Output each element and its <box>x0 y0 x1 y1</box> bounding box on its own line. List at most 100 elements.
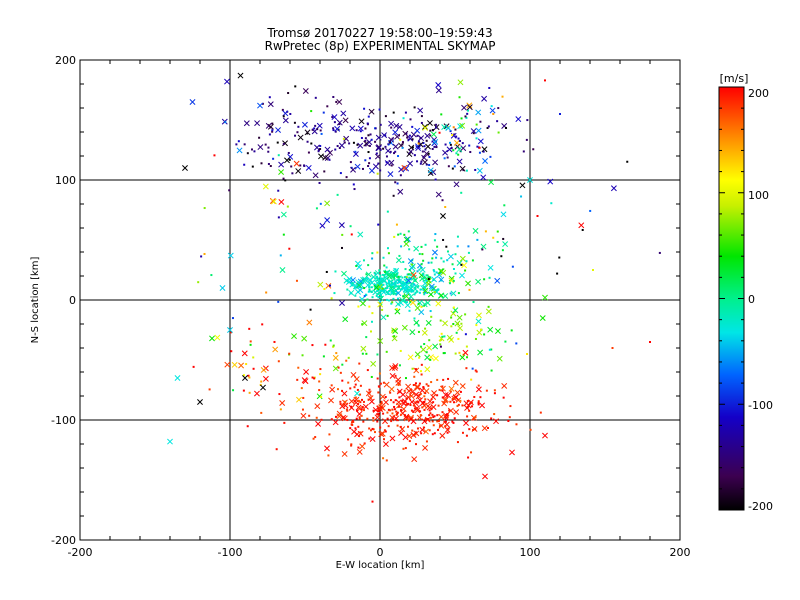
data-point-dot <box>458 139 461 142</box>
data-point-dot <box>287 92 290 95</box>
data-point-x <box>401 398 408 405</box>
data-point-x <box>459 255 466 262</box>
data-point-dot <box>414 291 417 294</box>
data-point-dot <box>376 275 379 278</box>
data-point-dot <box>315 207 318 210</box>
data-point-dot <box>454 253 457 256</box>
data-point-dot <box>350 444 353 447</box>
data-point-x <box>338 222 345 229</box>
data-point-x <box>422 444 429 451</box>
data-point-dot <box>444 425 447 428</box>
data-point-dot <box>426 418 429 421</box>
data-point-dot <box>409 300 412 303</box>
data-point-dot <box>441 199 444 202</box>
x-tick-label: 0 <box>377 546 384 559</box>
data-point-dot <box>378 372 381 375</box>
data-point-x <box>231 361 238 368</box>
data-point-dot <box>441 411 444 414</box>
data-point-dot <box>378 410 381 413</box>
data-point-dot <box>332 95 335 98</box>
data-point-dot <box>493 392 496 395</box>
data-point-dot <box>465 260 468 263</box>
data-point-dot <box>505 126 508 129</box>
data-point-dot <box>384 287 387 290</box>
colorbar-ticks <box>719 86 744 511</box>
data-point-x <box>336 119 343 126</box>
data-point-dot <box>334 415 337 418</box>
data-point-dot <box>450 316 453 319</box>
data-point-dot <box>334 148 337 151</box>
data-point-x <box>357 278 364 285</box>
data-point-dot <box>394 274 397 277</box>
data-point-dot <box>398 278 401 281</box>
data-point-x <box>432 343 439 350</box>
data-point-dot <box>261 323 264 326</box>
plot-area <box>79 59 681 541</box>
data-point-dot <box>371 252 374 255</box>
data-point-dot <box>330 297 333 300</box>
data-point-dot <box>362 259 365 262</box>
data-point-dot <box>432 424 435 427</box>
x-axis-label: E-W location [km] <box>336 560 425 571</box>
data-point-x <box>439 432 446 439</box>
data-point-x <box>475 127 482 134</box>
data-point-dot <box>393 235 396 238</box>
data-point-x <box>427 291 434 298</box>
data-point-x <box>426 120 433 126</box>
data-point-dot <box>404 111 407 114</box>
data-point-dot <box>237 140 240 143</box>
data-point-x <box>305 164 312 171</box>
data-point-dot <box>433 239 436 242</box>
data-point-x <box>278 169 285 176</box>
data-point-dot <box>479 396 482 399</box>
data-point-dot <box>327 454 330 457</box>
data-point-dot <box>407 138 410 141</box>
data-point-dot <box>452 279 455 282</box>
data-point-dot <box>350 233 353 236</box>
data-point-x <box>409 329 416 336</box>
data-point-x <box>348 404 355 411</box>
data-point-dot <box>476 238 479 241</box>
data-point-dot <box>434 178 437 181</box>
data-point-dot <box>459 390 462 393</box>
data-point-dot <box>363 107 366 110</box>
data-point-dot <box>408 309 411 312</box>
data-point-dot <box>368 157 371 160</box>
data-point-dot <box>271 122 274 125</box>
data-point-dot <box>425 351 428 354</box>
data-point-dot <box>381 287 384 290</box>
data-point-x <box>425 143 431 150</box>
data-point-x <box>219 285 226 291</box>
data-point-x <box>502 241 509 248</box>
data-point-dot <box>375 294 378 297</box>
y-tick-label: 100 <box>55 174 76 187</box>
data-point-dot <box>336 388 339 391</box>
data-point-dot <box>437 420 440 423</box>
data-point-dot <box>432 416 435 419</box>
data-point-dot <box>351 421 354 424</box>
data-point-dot <box>282 115 285 118</box>
data-point-dot <box>265 291 268 294</box>
data-point-x <box>209 335 215 342</box>
data-point-x <box>332 365 339 372</box>
data-point-dot <box>336 145 339 148</box>
y-tick-label: -200 <box>51 534 76 547</box>
data-point-dot <box>502 396 505 399</box>
data-point-dot <box>348 142 351 145</box>
data-point-dot <box>354 383 357 386</box>
data-point-dot <box>435 146 438 149</box>
data-point-dot <box>351 284 354 287</box>
data-point-x <box>318 153 324 160</box>
data-point-dot <box>294 134 297 137</box>
data-point-dot <box>356 143 359 146</box>
data-point-dot <box>470 401 473 404</box>
data-point-dot <box>431 148 434 151</box>
data-point-x <box>431 390 438 397</box>
data-point-x <box>389 435 396 442</box>
data-point-dot <box>277 189 280 192</box>
data-point-x <box>387 171 394 178</box>
data-point-dot <box>410 288 413 291</box>
data-point-dot <box>378 385 381 388</box>
data-point-dot <box>300 387 303 390</box>
data-point-dot <box>411 285 414 288</box>
